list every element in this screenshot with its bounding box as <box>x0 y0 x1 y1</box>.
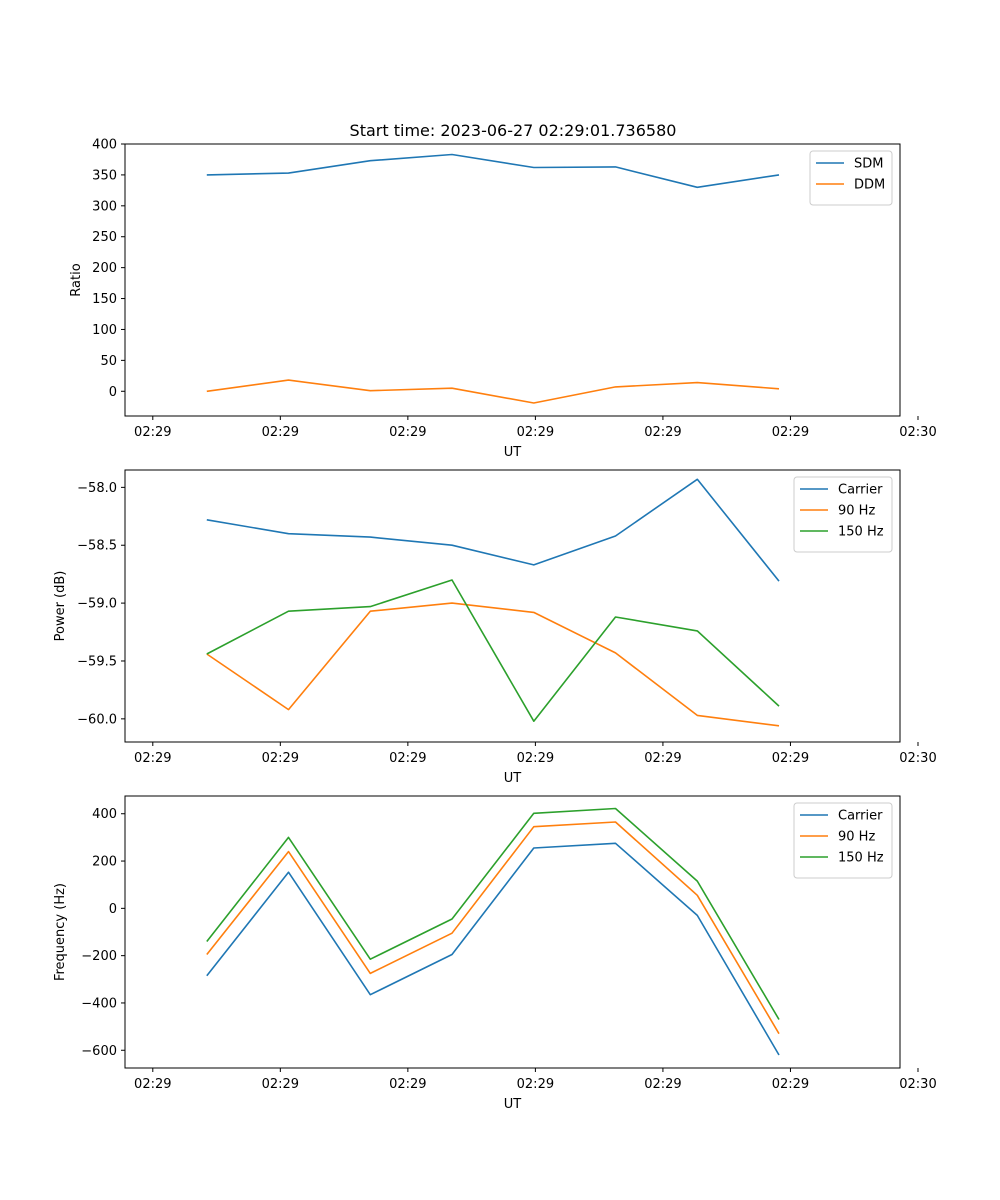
frequency-chart: 02:29 02:29 02:29 02:29 02:29 02:29 02:30 400 20… <box>53 795 937 1112</box>
x-tick-label: 02:30 <box>899 1077 936 1092</box>
x-tick-label: 02:30 <box>899 425 936 440</box>
axes-frame <box>124 469 901 743</box>
y-tick-label: 300 <box>92 199 117 214</box>
ratio-chart: 02:29 02:29 02:29 02:29 02:29 02:29 02:30 400 35… <box>69 138 937 461</box>
x-tick-label: 02:29 <box>517 1077 554 1092</box>
series-line-ddm <box>206 379 780 404</box>
y-tick-label: 400 <box>92 138 117 153</box>
figure-title: Start time: 2023-06-27 02:29:01.736580 <box>350 121 677 140</box>
y-tick-label: −60.0 <box>77 712 117 727</box>
x-axis-label: UT <box>504 1097 522 1112</box>
x-axis-label: UT <box>504 771 522 786</box>
y-tick-label: 400 <box>92 807 117 822</box>
x-tick-label: 02:29 <box>262 1077 299 1092</box>
power-chart: 02:29 02:29 02:29 02:29 02:29 02:29 02:30 −58.0… <box>53 469 937 786</box>
legend-label: 150 Hz <box>838 851 884 866</box>
legend-label: Carrier <box>838 483 883 498</box>
y-tick-label: −600 <box>81 1044 117 1059</box>
y-tick-label: 0 <box>109 902 117 917</box>
y-tick-label: −58.0 <box>77 481 117 496</box>
legend: SDM DDM <box>809 150 893 206</box>
legend-label: 90 Hz <box>838 830 875 845</box>
x-tick-label: 02:29 <box>644 1077 681 1092</box>
y-tick-label: 350 <box>92 168 117 183</box>
y-axis-label: Ratio <box>69 263 84 296</box>
series-line-150-hz <box>206 807 780 1020</box>
x-tick-label: 02:29 <box>262 425 299 440</box>
x-tick-label: 02:29 <box>134 751 171 766</box>
axes-frame <box>124 143 901 417</box>
legend-label: 150 Hz <box>838 525 884 540</box>
y-tick-label: 200 <box>92 855 117 870</box>
legend: Carrier 90 Hz 150 Hz <box>793 802 893 879</box>
y-tick-label: 150 <box>92 292 117 307</box>
x-tick-label: 02:29 <box>772 1077 809 1092</box>
y-tick-label: 250 <box>92 230 117 245</box>
y-tick-label: −59.5 <box>77 654 117 669</box>
series-line-150-hz <box>206 579 780 723</box>
x-tick-label: 02:29 <box>134 1077 171 1092</box>
legend-box <box>793 476 893 553</box>
x-tick-label: 02:29 <box>389 1077 426 1092</box>
legend: Carrier 90 Hz 150 Hz <box>793 476 893 553</box>
x-tick-label: 02:29 <box>644 751 681 766</box>
series-line-90-hz <box>206 821 780 1035</box>
y-tick-label: 100 <box>92 323 117 338</box>
x-tick-label: 02:30 <box>899 751 936 766</box>
legend-label: 90 Hz <box>838 504 875 519</box>
x-tick-label: 02:29 <box>517 425 554 440</box>
x-tick-label: 02:29 <box>772 425 809 440</box>
series-line-sdm <box>206 153 780 189</box>
y-axis-label: Power (dB) <box>53 571 68 642</box>
x-axis-label: UT <box>504 445 522 460</box>
y-tick-label: −59.0 <box>77 597 117 612</box>
x-tick-label: 02:29 <box>772 751 809 766</box>
y-tick-label: 200 <box>92 261 117 276</box>
x-tick-label: 02:29 <box>389 751 426 766</box>
axes-frame <box>124 795 901 1069</box>
legend-box <box>793 802 893 879</box>
x-tick-label: 02:29 <box>389 425 426 440</box>
series-line-carrier <box>206 842 780 1056</box>
series-line-90-hz <box>206 602 780 727</box>
y-tick-label: −58.5 <box>77 539 117 554</box>
y-tick-label: 50 <box>100 354 117 369</box>
x-tick-label: 02:29 <box>517 751 554 766</box>
legend-label: SDM <box>854 157 883 172</box>
y-axis-label: Frequency (Hz) <box>53 883 68 981</box>
x-tick-label: 02:29 <box>644 425 681 440</box>
x-tick-label: 02:29 <box>134 425 171 440</box>
legend-label: Carrier <box>838 809 883 824</box>
y-tick-label: −400 <box>81 996 117 1011</box>
series-line-carrier <box>206 478 780 582</box>
legend-label: DDM <box>854 178 885 193</box>
y-tick-label: 0 <box>109 385 117 400</box>
y-tick-label: −200 <box>81 949 117 964</box>
x-tick-label: 02:29 <box>262 751 299 766</box>
legend-box <box>809 150 893 206</box>
